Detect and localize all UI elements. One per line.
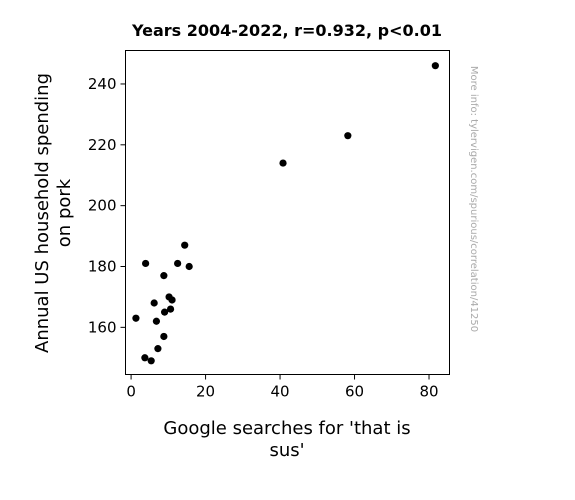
data-point bbox=[185, 262, 193, 271]
data-point bbox=[132, 314, 140, 322]
chart-title: Years 2004-2022, r=0.932, p<0.01 bbox=[131, 21, 442, 40]
source-watermark: More info: tylervigen.com/spurious/corre… bbox=[468, 66, 479, 332]
data-point bbox=[166, 305, 175, 313]
x-tick-label: 40 bbox=[271, 383, 290, 401]
y-tick-label: 180 bbox=[88, 258, 117, 276]
data-point bbox=[181, 241, 189, 249]
x-tick-label: 60 bbox=[345, 383, 364, 401]
data-point bbox=[160, 332, 168, 341]
plot-area bbox=[125, 50, 450, 375]
x-axis-label-line-1: Google searches for 'that is bbox=[163, 418, 410, 439]
data-point bbox=[141, 354, 149, 362]
y-tick-label: 160 bbox=[88, 318, 117, 336]
data-point bbox=[142, 259, 150, 268]
y-axis-label-line-1: Annual US household spending bbox=[32, 73, 53, 353]
x-tick-label: 80 bbox=[419, 383, 438, 401]
data-point bbox=[344, 132, 352, 140]
data-point bbox=[279, 159, 287, 167]
y-axis-label-line-2: on pork bbox=[54, 178, 75, 247]
y-axis: 160 180 200 220 240 bbox=[88, 75, 126, 336]
data-point bbox=[154, 345, 162, 353]
x-axis: 0 20 40 60 80 bbox=[126, 374, 439, 401]
data-point bbox=[431, 62, 439, 70]
x-tick-label: 0 bbox=[126, 383, 136, 401]
data-point bbox=[150, 299, 158, 307]
x-axis-label-line-2: sus' bbox=[269, 440, 304, 461]
data-point bbox=[161, 308, 169, 316]
y-tick-label: 200 bbox=[88, 197, 117, 215]
y-tick-label: 220 bbox=[88, 136, 117, 154]
data-point bbox=[147, 357, 155, 365]
data-point bbox=[160, 272, 168, 280]
x-tick-label: 20 bbox=[196, 383, 215, 401]
data-points bbox=[132, 62, 439, 365]
data-point bbox=[174, 259, 182, 268]
y-tick-label: 240 bbox=[88, 75, 117, 93]
data-point bbox=[152, 317, 161, 325]
data-point bbox=[168, 296, 176, 304]
